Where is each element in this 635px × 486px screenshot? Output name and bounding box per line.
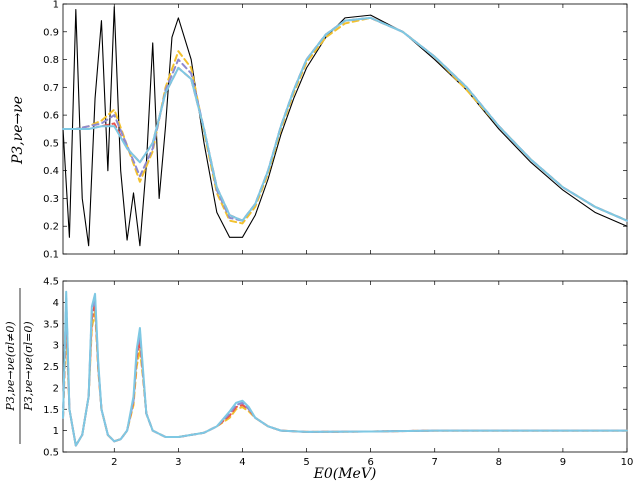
bottom-ytick-label: 1 xyxy=(53,426,59,437)
top-panel: 0.1 0.2 0.3 0.4 0.5 0.6 0.7 0.8 0.9 1 P3,νe→νe xyxy=(10,0,628,261)
bottom-ylabel-denominator: P3,νe→νe(σl=0) xyxy=(22,321,35,411)
bottom-ytick-label: 2.5 xyxy=(43,362,59,373)
xtick-label: 7 xyxy=(432,457,438,468)
bottom-ytick-label: 3.5 xyxy=(43,319,59,330)
top-series-group xyxy=(62,6,628,247)
bottom-series-line-0 xyxy=(62,309,628,447)
top-axis-ticks: 0.1 0.2 0.3 0.4 0.5 0.6 0.7 0.8 0.9 1 xyxy=(43,0,628,261)
xtick-label: 8 xyxy=(496,457,502,468)
top-axes-box xyxy=(62,3,628,255)
top-series-line-2 xyxy=(62,16,628,222)
bottom-ytick-label: 4 xyxy=(53,298,59,309)
bottom-panel: 2 3 4 5 6 7 8 9 10 0.5 1 1.5 2 2.5 3 3.5 4 4.5 P3,νe→νe(σ… xyxy=(4,277,633,483)
bottom-ytick-label: 1.5 xyxy=(43,405,59,416)
top-ytick-label: 0.6 xyxy=(43,111,59,122)
xtick-label: 3 xyxy=(175,457,181,468)
top-ytick-label: 0.3 xyxy=(43,194,59,205)
top-ytick-label: 0.5 xyxy=(43,138,59,149)
top-ylabel-text: P3,νe→νe xyxy=(10,96,26,165)
bottom-axes-box xyxy=(62,280,628,453)
top-ytick-label: 0.8 xyxy=(43,55,59,66)
top-ytick-label: 0.4 xyxy=(43,166,59,177)
bottom-ylabel: P3,νe→νe(σl≠0) P3,νe→νe(σl=0) xyxy=(4,288,35,444)
top-ytick-label: 0.9 xyxy=(43,27,59,38)
xtick-label: 6 xyxy=(367,457,373,468)
bottom-xlabel: E0(MeV) xyxy=(313,466,377,482)
bottom-series-line-1 xyxy=(62,301,628,447)
top-ytick-label: 0.2 xyxy=(43,222,59,233)
top-ytick-label: 0.7 xyxy=(43,83,59,94)
xtick-label: 10 xyxy=(621,457,634,468)
bottom-series-group xyxy=(62,290,628,447)
bottom-series-line-2 xyxy=(62,297,628,447)
top-series-line-4 xyxy=(62,16,628,222)
top-series-line-3 xyxy=(62,16,628,222)
top-series-line-1 xyxy=(62,16,628,225)
top-ylabel: P3,νe→νe xyxy=(10,96,26,165)
xtick-label: 9 xyxy=(560,457,566,468)
bottom-ytick-label: 3 xyxy=(53,341,59,352)
xtick-label: 5 xyxy=(303,457,309,468)
top-ytick-label: 0.1 xyxy=(43,250,59,261)
bottom-ytick-label: 0.5 xyxy=(43,448,59,459)
xtick-label: 2 xyxy=(111,457,117,468)
xtick-label: 4 xyxy=(239,457,245,468)
bottom-ylabel-numerator: P3,νe→νe(σl≠0) xyxy=(4,321,17,411)
bottom-series-line-3 xyxy=(62,290,628,447)
bottom-ytick-label: 4.5 xyxy=(43,277,59,288)
bottom-ytick-label: 2 xyxy=(53,383,59,394)
top-ytick-label: 1 xyxy=(53,0,59,11)
top-series-line-0 xyxy=(62,6,628,247)
bottom-axis-ticks: 2 3 4 5 6 7 8 9 10 0.5 1 1.5 2 2.5 3 3.5 4 4.5 xyxy=(43,277,633,469)
